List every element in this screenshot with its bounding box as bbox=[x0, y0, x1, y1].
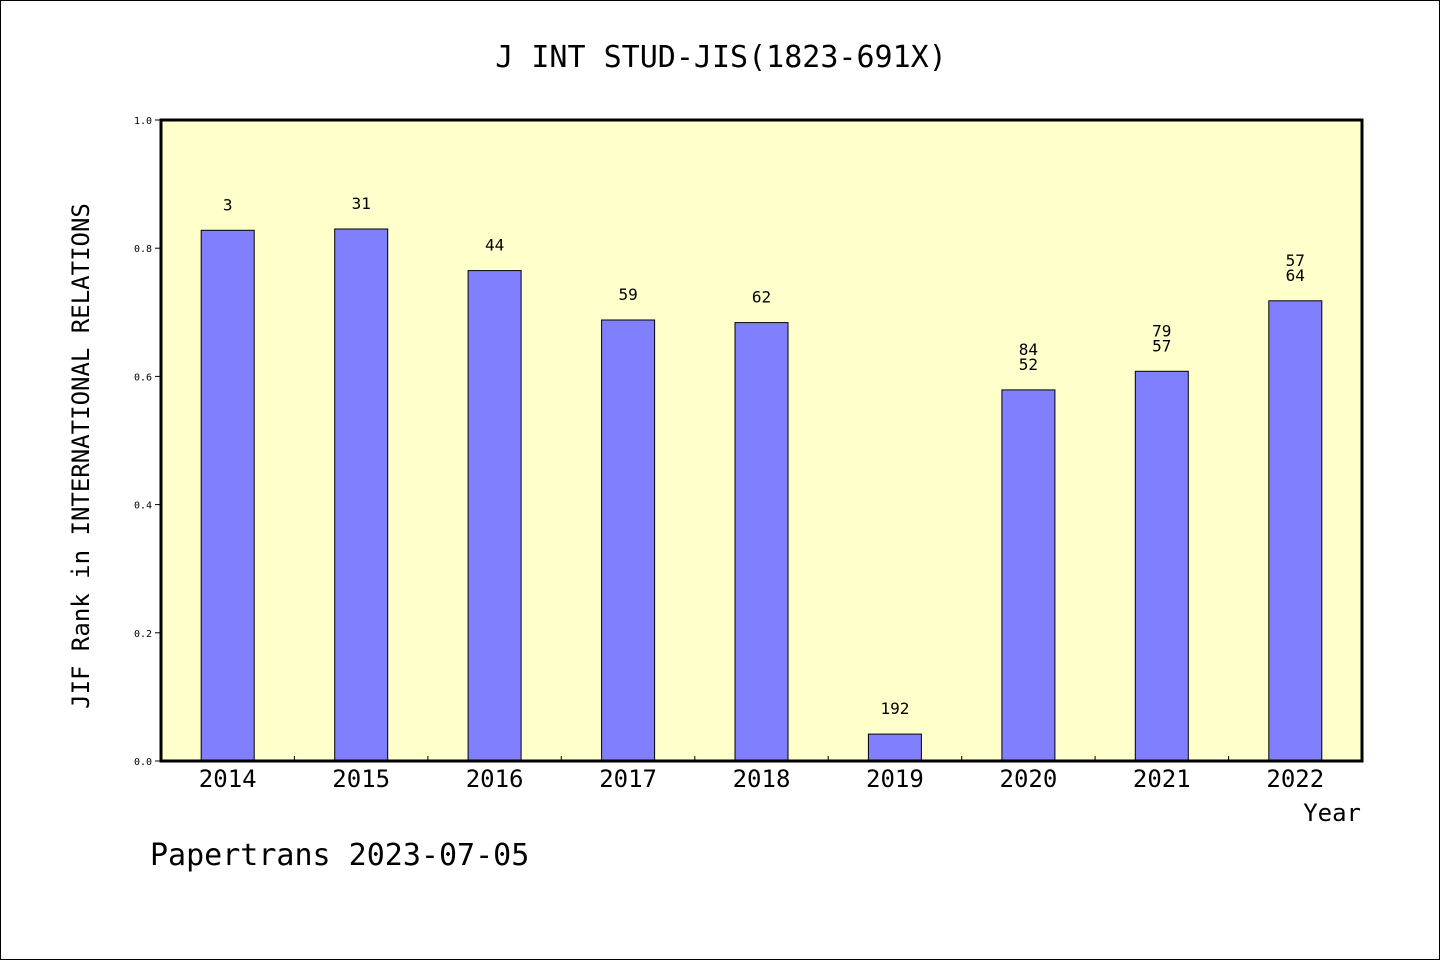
bar-2019 bbox=[867, 733, 922, 762]
plot-border bbox=[159, 118, 1364, 763]
bar-label-2021-2: 57 bbox=[1152, 336, 1171, 355]
bar-label-2020-2: 52 bbox=[1019, 355, 1038, 374]
x-tick-label-2016: 2016 bbox=[466, 765, 524, 793]
bar-2016 bbox=[467, 270, 522, 762]
bar-label-2022-1: 57 bbox=[1286, 251, 1305, 270]
y-axis: 0.0 0.2 0.4 0.6 0.8 1.0 bbox=[134, 116, 161, 768]
y-axis-label: JIF Rank in INTERNATIONAL RELATIONS bbox=[67, 203, 95, 709]
y-tick-label-2: 0.4 bbox=[134, 501, 152, 512]
bar-2014 bbox=[200, 229, 255, 762]
bar-2017 bbox=[601, 319, 656, 762]
bar-label-2016-1: 44 bbox=[485, 236, 504, 255]
x-tick-label-2015: 2015 bbox=[332, 765, 390, 793]
bar-label-2018-1: 62 bbox=[752, 288, 771, 307]
footer-text: Papertrans 2023-07-05 bbox=[150, 838, 529, 873]
bar-label-2015-1: 31 bbox=[352, 194, 371, 213]
chart-title: J INT STUD-JIS(1823-691X) bbox=[495, 40, 947, 75]
x-tick-label-2018: 2018 bbox=[733, 765, 791, 793]
x-axis-label: Year bbox=[1303, 799, 1361, 827]
y-tick-label-5: 1.0 bbox=[134, 116, 152, 127]
bar-2015 bbox=[334, 228, 389, 762]
bars-group bbox=[200, 228, 1323, 762]
bar-2021 bbox=[1134, 370, 1189, 762]
bar-label-2014-1: 3 bbox=[223, 195, 233, 214]
bar-label-2020-1: 84 bbox=[1019, 340, 1038, 359]
y-tick-label-3: 0.6 bbox=[134, 372, 152, 383]
y-tick-label-1: 0.2 bbox=[134, 629, 152, 640]
bar-2022 bbox=[1268, 300, 1323, 762]
x-tick-label-2019: 2019 bbox=[866, 765, 924, 793]
x-tick-label-2017: 2017 bbox=[599, 765, 657, 793]
bar-2018 bbox=[734, 322, 789, 762]
bar-label-2021-1: 79 bbox=[1152, 321, 1171, 340]
x-tick-label-2022: 2022 bbox=[1266, 765, 1324, 793]
bar-2020 bbox=[1001, 389, 1056, 762]
bar-label-2017-1: 59 bbox=[618, 285, 637, 304]
y-tick-label-4: 0.8 bbox=[134, 244, 152, 255]
bar-label-2022-2: 64 bbox=[1286, 266, 1305, 285]
bar-label-2019-1: 192 bbox=[880, 699, 909, 718]
x-tick-label-2020: 2020 bbox=[1000, 765, 1058, 793]
y-tick-label-0: 0.0 bbox=[134, 757, 152, 768]
x-axis: 2014 2015 2016 2017 2018 2019 2020 2021 2022 bbox=[199, 756, 1324, 793]
x-tick-label-2021: 2021 bbox=[1133, 765, 1191, 793]
x-tick-label-2014: 2014 bbox=[199, 765, 257, 793]
